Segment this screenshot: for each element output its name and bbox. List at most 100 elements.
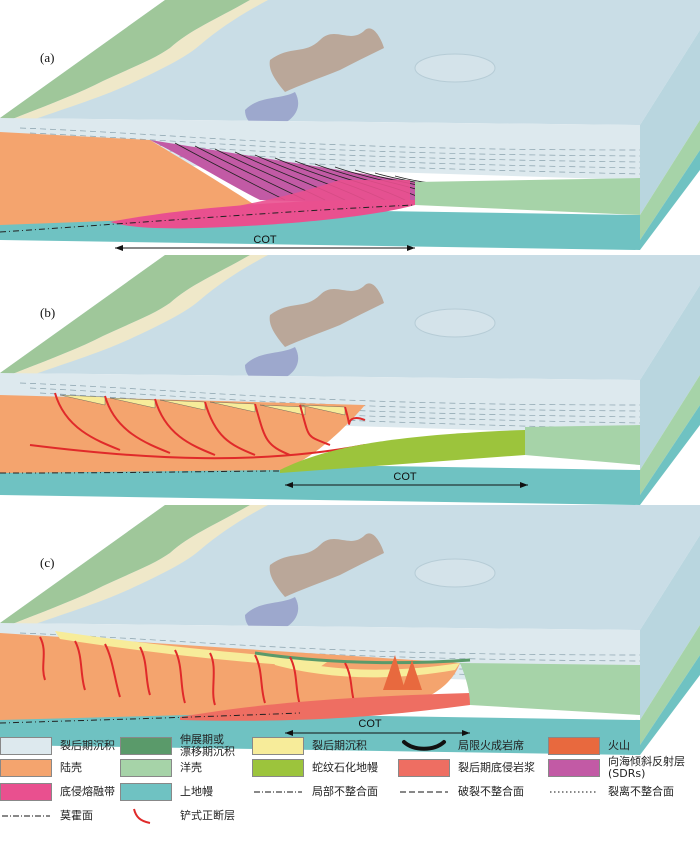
canyon-fan (245, 597, 299, 634)
legend-swatch (0, 759, 52, 777)
listric-fault (74, 640, 86, 691)
block-side-face (640, 285, 700, 470)
legend-label: 洋壳 (180, 762, 202, 774)
panel-2: COT (b) (0, 255, 700, 505)
legend-label: 局限火成岩席 (458, 740, 524, 752)
legend-item-sill: 局限火成岩席 (398, 735, 524, 757)
legend-swatch (548, 783, 600, 801)
legend-swatch (398, 737, 450, 755)
legend-swatch (548, 737, 600, 755)
block-side-face (640, 30, 700, 215)
legend-label-line: 裂离不整合面 (608, 785, 674, 798)
legend-label: 火山 (608, 740, 630, 752)
legend-item-local-unconformity: 局部不整合面 (252, 781, 378, 803)
legend-swatch (120, 783, 172, 801)
legend-item-breakup-unconformity: 破裂不整合面 (398, 781, 524, 803)
legend-item-fault: 铲式正断层 (120, 805, 235, 827)
legend-label: 底侵熔融带 (60, 786, 115, 798)
listric-fault (154, 398, 216, 456)
legend-item-rift-unconformity: 裂离不整合面 (548, 781, 674, 803)
legend-item-volcano: 火山 (548, 735, 630, 757)
side-oceanic (640, 625, 700, 745)
shelf-edge-canyons (269, 533, 384, 597)
panel-label: (c) (40, 555, 54, 570)
sdr-reflector (174, 142, 286, 201)
panel-label: (a) (40, 50, 54, 65)
legend-label: 陆壳 (60, 762, 82, 774)
listric-fault (174, 649, 186, 704)
legend-swatch (120, 737, 172, 755)
legend-label-line: 破裂不整合面 (458, 785, 524, 798)
land-surface (0, 0, 250, 120)
listric-fault (289, 656, 301, 706)
side-oceanic (640, 120, 700, 240)
legend-label-line: 上地幔 (180, 785, 213, 798)
sediment-line (29, 132, 641, 157)
listric-fault (254, 403, 291, 456)
legend-item-oceanic-crust: 洋壳 (120, 757, 202, 779)
legend-swatch (0, 737, 52, 755)
legend-label-line: 裂后期沉积 (312, 739, 367, 752)
moho-line (0, 712, 301, 724)
side-mantle (640, 150, 700, 250)
underplated-body (130, 180, 410, 222)
legend-swatch (398, 759, 450, 777)
legend-label: 莫霍面 (60, 810, 93, 822)
volcano (402, 660, 422, 690)
legend-label-line: (SDRs) (608, 767, 646, 780)
legend-swatch (252, 737, 304, 755)
side-mantle (640, 405, 700, 505)
legend-swatch (548, 759, 600, 777)
coastline (10, 505, 268, 626)
sediment-line (19, 382, 641, 406)
legend-label: 向海倾斜反射层 (SDRs) (608, 756, 685, 780)
synrift-wedge (259, 404, 306, 416)
legend-label: 裂离不整合面 (608, 786, 674, 798)
legend-item-sdr: 向海倾斜反射层 (SDRs) (548, 756, 685, 780)
synrift-wedge (209, 401, 256, 413)
detachment-fault (29, 444, 366, 460)
coastline (10, 0, 268, 121)
listric-fault (344, 406, 366, 425)
legend-label-line: 裂后期底侵岩浆 (458, 761, 535, 774)
legend-label: 裂后期沉积 (60, 740, 115, 752)
sediment-line (29, 387, 641, 412)
legend-label-line: 蛇纹石化地幔 (312, 761, 378, 774)
serpentinized-mantle (280, 430, 525, 473)
legend-label: 上地幔 (180, 786, 213, 798)
sediment-line (19, 127, 641, 151)
legend-label: 伸展期或 漂移期沉积 (180, 734, 235, 758)
legend-label: 裂后期底侵岩浆 (458, 762, 535, 774)
synrift-wedge (299, 404, 346, 416)
legend-label-line: 局限火成岩席 (458, 739, 524, 752)
seamount (414, 53, 496, 83)
synrift-wedge (59, 394, 106, 406)
cot-label: COT (358, 718, 382, 730)
seamount (414, 558, 496, 588)
listric-fault (254, 654, 266, 704)
listric-fault (39, 636, 46, 681)
legend-label-line: 局部不整合面 (312, 785, 378, 798)
legend-label: 破裂不整合面 (458, 786, 524, 798)
legend-swatch (120, 759, 172, 777)
land-surface (0, 505, 250, 625)
side-oceanic (640, 375, 700, 495)
legend-item-moho: 莫霍面 (0, 805, 93, 827)
legend-item-continental-crust: 陆壳 (0, 757, 82, 779)
cot-label: COT (393, 471, 417, 483)
legend-label-line: 漂移期沉积 (180, 745, 235, 758)
listric-fault (204, 401, 256, 456)
legend-label-line: 伸展期或 (180, 733, 224, 746)
listric-fault (209, 652, 216, 706)
continental-crust (0, 132, 270, 225)
legend-item-serpentinized-mantle: 蛇纹石化地幔 (252, 757, 378, 779)
legend-label-line: 底侵熔融带 (60, 785, 115, 798)
land-surface (0, 255, 250, 375)
legend-item-upper-mantle: 上地幔 (120, 781, 213, 803)
synrift-wedge (109, 397, 156, 409)
legend-label: 蛇纹石化地幔 (312, 762, 378, 774)
moho-line (0, 204, 416, 233)
legend: 裂后期沉积 伸展期或 漂移期沉积 裂后期沉积 局限火成岩席 火山陆壳 洋壳 蛇纹石化地幔 裂后期… (0, 734, 700, 845)
side-mantle (640, 655, 700, 755)
